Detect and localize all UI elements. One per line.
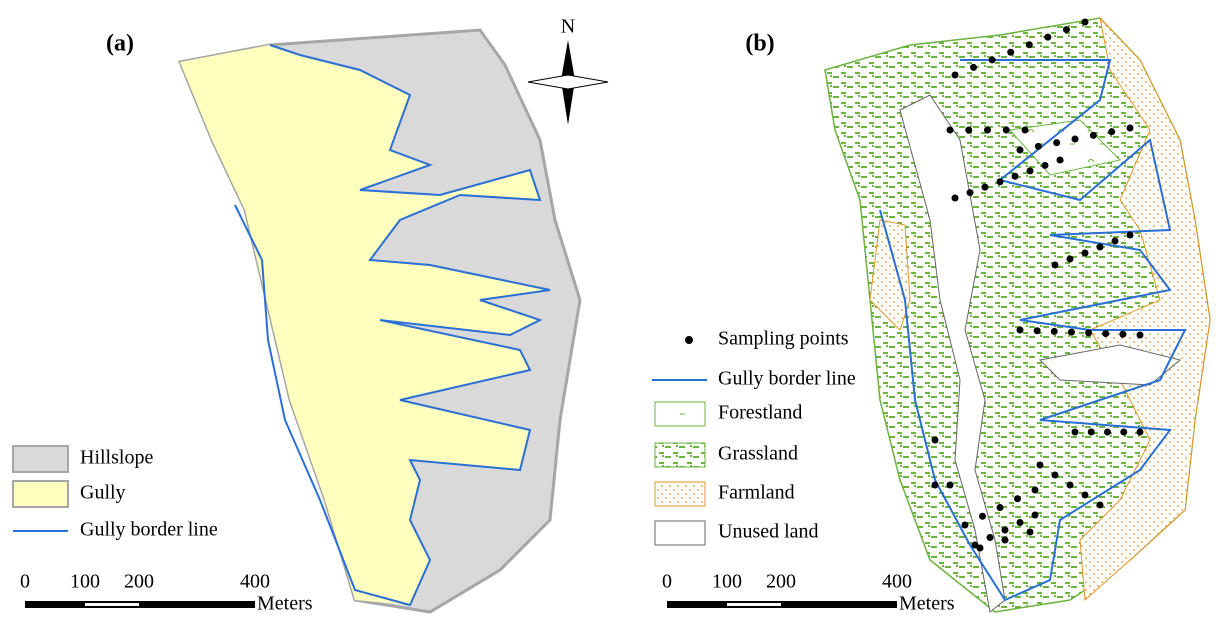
sampling-point — [984, 127, 991, 134]
legend-label: Grassland — [718, 443, 798, 465]
sampling-point — [1022, 127, 1029, 134]
legend-label: Farmland — [718, 482, 795, 504]
sampling-point — [1090, 132, 1097, 139]
sampling-point — [1012, 173, 1019, 180]
sampling-point — [1034, 327, 1041, 334]
legend: Hillslope Gully Gully border line — [13, 446, 218, 541]
sampling-point — [1137, 332, 1144, 339]
legend-label: Forestland — [718, 402, 802, 424]
sampling-point — [1037, 462, 1044, 469]
sampling-point — [952, 72, 959, 79]
scale-tick: 100 — [70, 571, 100, 593]
scale-tick: 400 — [882, 571, 912, 593]
sampling-point — [1002, 537, 1009, 544]
sampling-point — [967, 189, 974, 196]
scale-unit: Meters — [899, 593, 955, 615]
legend-label: Sampling points — [718, 328, 849, 350]
sampling-point — [1035, 143, 1042, 150]
sampling-point — [1067, 482, 1074, 489]
sampling-point — [1017, 327, 1024, 334]
sampling-point — [1104, 429, 1111, 436]
sampling-point — [1127, 125, 1134, 132]
sampling-point — [1044, 34, 1051, 41]
sampling-point — [1082, 250, 1089, 257]
scale-tick: 0 — [662, 571, 672, 593]
legend-label: Unused land — [718, 521, 819, 543]
scale-tick: 0 — [20, 571, 30, 593]
sampling-point — [982, 184, 989, 191]
scale-bar: 0 100 200 400 Meters — [20, 571, 313, 615]
sampling-point — [1014, 495, 1021, 502]
sampling-point — [1085, 329, 1092, 336]
sampling-point — [977, 545, 984, 552]
sampling-point — [1027, 529, 1034, 536]
legend-label: Hillslope — [80, 447, 153, 469]
sampling-point — [1082, 19, 1089, 26]
sampling-point — [1017, 519, 1024, 526]
sampling-point — [947, 127, 954, 134]
sampling-point — [970, 64, 977, 71]
scale-unit: Meters — [257, 593, 313, 615]
sampling-point — [1032, 512, 1039, 519]
sampling-point — [1097, 244, 1104, 251]
sampling-point — [1007, 49, 1014, 56]
sampling-point — [932, 437, 939, 444]
sampling-point — [1067, 256, 1074, 263]
sampling-point — [1063, 26, 1070, 33]
sampling-point — [987, 534, 994, 541]
sampling-point — [1072, 429, 1079, 436]
sampling-point — [1082, 492, 1089, 499]
panel-label: (b) — [745, 31, 774, 57]
legend-label: Gully border line — [718, 368, 856, 390]
sampling-point — [1032, 487, 1039, 494]
scale-tick: 100 — [712, 571, 742, 593]
panel-label: (a) — [106, 31, 134, 57]
sampling-point — [1042, 162, 1049, 169]
sampling-point — [979, 513, 986, 520]
sampling-point — [1072, 136, 1079, 143]
sampling-point — [1017, 147, 1024, 154]
sampling-point — [947, 482, 954, 489]
sampling-point — [965, 127, 972, 134]
figure: (a) N Hillslope Gully Gully border line … — [0, 0, 1217, 620]
sampling-point — [1057, 157, 1064, 164]
sampling-point — [932, 482, 939, 489]
sampling-point — [1127, 232, 1134, 239]
sampling-point — [1052, 472, 1059, 479]
scale-tick: 200 — [124, 571, 154, 593]
sampling-point — [1003, 127, 1010, 134]
sampling-point — [1051, 328, 1058, 335]
sampling-point — [952, 195, 959, 202]
sampling-point — [1052, 262, 1059, 269]
sampling-point — [1027, 167, 1034, 174]
sampling-point — [997, 178, 1004, 185]
sampling-point — [997, 504, 1004, 511]
panel-b: (b) Sampling points Gully border line Fo… — [652, 18, 1210, 615]
scale-bar: 0 100 200 400 Meters — [662, 571, 955, 615]
sampling-point — [1112, 238, 1119, 245]
legend: Sampling points Gully border line Forest… — [652, 328, 856, 545]
sampling-point — [1026, 41, 1033, 48]
sampling-point — [1068, 329, 1075, 336]
north-label: N — [561, 16, 575, 38]
scale-tick: 400 — [240, 571, 270, 593]
legend-label: Gully border line — [80, 519, 218, 541]
north-arrow: N — [528, 16, 608, 125]
sampling-point — [1053, 139, 1060, 146]
panel-a: (a) N Hillslope Gully Gully border line … — [13, 16, 608, 615]
legend-label: Gully — [80, 482, 126, 504]
sampling-point — [962, 522, 969, 529]
sampling-point — [1102, 330, 1109, 337]
sampling-point — [1108, 128, 1115, 135]
sampling-point — [1137, 429, 1144, 436]
sampling-point — [1088, 429, 1095, 436]
sampling-point — [1119, 331, 1126, 338]
scale-tick: 200 — [766, 571, 796, 593]
sampling-point — [1002, 527, 1009, 534]
sampling-point — [1120, 429, 1127, 436]
sampling-point — [1097, 502, 1104, 509]
sampling-point — [989, 56, 996, 63]
